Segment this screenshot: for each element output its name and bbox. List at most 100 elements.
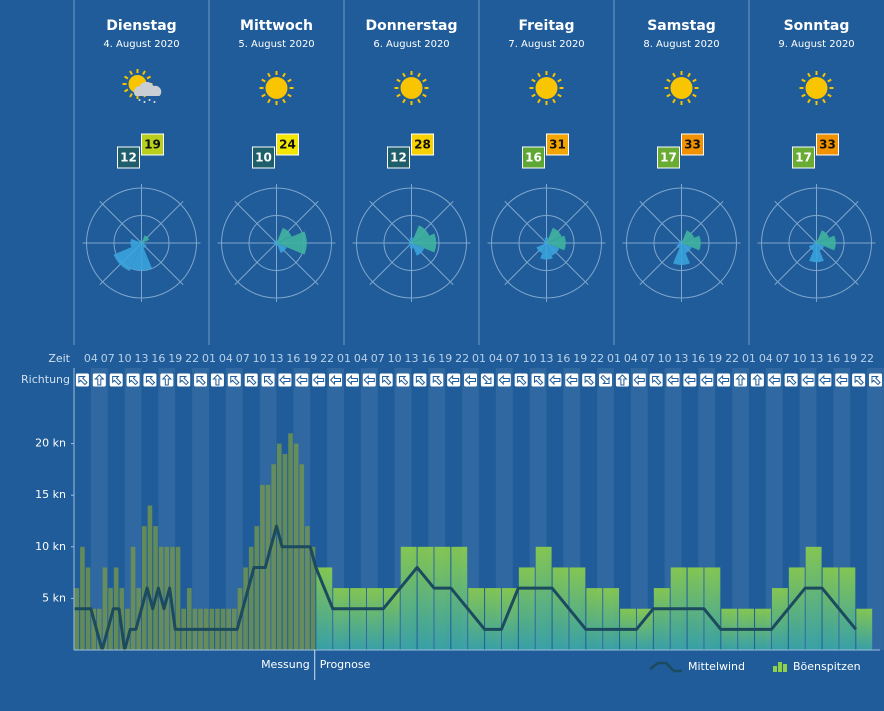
- rose-sector: [141, 243, 147, 249]
- gust-bar: [243, 567, 248, 650]
- direction-icon: [801, 373, 815, 387]
- direction-arrow: [346, 374, 358, 386]
- direction-arrow: [787, 375, 797, 386]
- gust-bar: [282, 453, 288, 650]
- gust-bar: [276, 443, 282, 650]
- time-label: 19: [168, 352, 182, 365]
- direction-icon: [210, 373, 224, 387]
- sun-ray: [282, 72, 286, 78]
- direction-arrow: [196, 375, 206, 386]
- rose-sector: [809, 243, 824, 263]
- gust-bar: [822, 567, 839, 650]
- direction-icon: [312, 373, 326, 387]
- time-label: 16: [151, 352, 165, 365]
- rose-sector: [816, 230, 830, 243]
- direction-arrow: [617, 374, 628, 386]
- rose-sector: [276, 231, 307, 255]
- min-temp: 17: [795, 151, 812, 165]
- min-temp: 17: [660, 151, 677, 165]
- time-label: 19: [438, 352, 452, 365]
- gust-bar: [248, 546, 254, 650]
- gust-bar: [102, 567, 108, 650]
- slot-band: [124, 368, 142, 650]
- time-label: 19: [843, 352, 857, 365]
- gust-bar: [434, 546, 451, 650]
- direction-icon: [227, 373, 241, 387]
- sun-ray: [282, 98, 286, 104]
- direction-icon: [345, 373, 359, 387]
- sun-ray: [417, 72, 421, 78]
- weather-icon: [122, 69, 162, 103]
- direction-arrow: [179, 375, 189, 386]
- rose-sector: [681, 235, 701, 251]
- time-label: 16: [826, 352, 840, 365]
- sun-ray: [672, 72, 676, 78]
- weather-icon: [529, 71, 564, 105]
- direction-icon: [194, 373, 208, 387]
- sun-ray: [422, 93, 427, 98]
- gust-bar: [400, 546, 417, 650]
- direction-icon: [497, 373, 511, 387]
- sun-ray: [557, 78, 562, 83]
- gust-bar: [350, 588, 366, 650]
- gust-bar: [417, 546, 434, 650]
- time-label: 07: [506, 352, 520, 365]
- direction-icon: [160, 373, 174, 387]
- direction-arrow: [717, 374, 730, 386]
- max-temp: 31: [549, 138, 566, 152]
- direction-icon: [683, 373, 697, 387]
- direction-icon: [295, 373, 309, 387]
- slot-band: [765, 368, 783, 650]
- direction-icon: [75, 373, 89, 387]
- direction-icon: [379, 373, 393, 387]
- rose-sector: [273, 243, 277, 246]
- gust-bar: [535, 546, 552, 650]
- weather-icon: [664, 71, 699, 105]
- sun: [535, 77, 558, 99]
- time-label: 16: [421, 352, 435, 365]
- sun-ray: [417, 98, 421, 104]
- time-label: 04: [354, 352, 368, 365]
- direction-box: [632, 373, 646, 387]
- direction-box: [210, 373, 224, 387]
- time-label: 19: [708, 352, 722, 365]
- direction-box: [345, 373, 359, 387]
- direction-arrow: [279, 374, 291, 386]
- time-label: 16: [286, 352, 300, 365]
- direction-box: [312, 373, 326, 387]
- gust-bar: [288, 433, 293, 650]
- y-tick-label: 5 kn: [42, 591, 66, 604]
- gust-bar: [299, 464, 305, 650]
- direction-arrow: [768, 374, 780, 386]
- sun-ray: [537, 72, 541, 78]
- sun-ray: [287, 93, 292, 98]
- direction-box: [396, 373, 410, 387]
- direction-box: [413, 373, 427, 387]
- sun-ray: [666, 78, 671, 83]
- time-label: 13: [404, 352, 418, 365]
- weather-icon: [394, 71, 429, 105]
- gust-bar: [603, 588, 620, 650]
- direction-arrow: [819, 374, 831, 386]
- y-tick-label: 10 kn: [35, 540, 66, 553]
- direction-box: [869, 373, 883, 387]
- sun-ray: [129, 93, 133, 98]
- day-date: 6. August 2020: [373, 39, 449, 50]
- direction-box: [683, 373, 697, 387]
- direction-box: [615, 373, 629, 387]
- time-label: 22: [455, 352, 469, 365]
- direction-icon: [632, 373, 646, 387]
- direction-icon: [244, 373, 258, 387]
- time-label: 04: [759, 352, 773, 365]
- time-label: 22: [860, 352, 874, 365]
- rose-sector: [546, 235, 566, 251]
- time-label: 22: [725, 352, 739, 365]
- min-temp: 16: [525, 151, 542, 165]
- direction-arrow: [701, 374, 713, 386]
- time-label: 13: [674, 352, 688, 365]
- max-temp: 19: [144, 138, 161, 152]
- direction-arrow: [129, 375, 139, 386]
- gust-bar: [501, 588, 518, 650]
- direction-arrow: [329, 374, 342, 386]
